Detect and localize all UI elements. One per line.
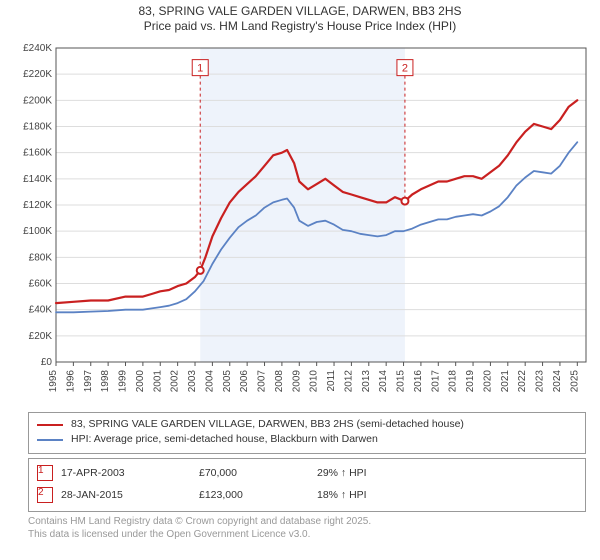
svg-text:2008: 2008 (274, 370, 285, 393)
svg-text:£240K: £240K (23, 43, 52, 54)
svg-text:£180K: £180K (23, 122, 52, 133)
transaction-row: 2 28-JAN-2015 £123,000 18% ↑ HPI (37, 487, 577, 503)
svg-text:£200K: £200K (23, 95, 52, 106)
svg-text:2021: 2021 (500, 370, 511, 393)
page-title-line1: 83, SPRING VALE GARDEN VILLAGE, DARWEN, … (0, 4, 600, 19)
svg-text:2017: 2017 (430, 370, 441, 393)
svg-text:2023: 2023 (535, 370, 546, 393)
transactions: 1 17-APR-2003 £70,000 29% ↑ HPI 2 28-JAN… (28, 458, 586, 512)
legend: 83, SPRING VALE GARDEN VILLAGE, DARWEN, … (28, 412, 586, 454)
svg-text:£100K: £100K (23, 226, 52, 237)
legend-item: 83, SPRING VALE GARDEN VILLAGE, DARWEN, … (37, 417, 577, 432)
svg-text:£20K: £20K (29, 331, 53, 342)
legend-swatch (37, 424, 63, 426)
svg-text:2014: 2014 (378, 370, 389, 393)
svg-text:2025: 2025 (569, 370, 580, 393)
svg-text:£60K: £60K (29, 279, 53, 290)
transaction-marker-icon: 2 (37, 487, 53, 503)
svg-text:2020: 2020 (482, 370, 493, 393)
svg-text:2012: 2012 (343, 370, 354, 393)
svg-text:2007: 2007 (257, 370, 268, 393)
svg-text:2009: 2009 (291, 370, 302, 393)
svg-text:£140K: £140K (23, 174, 52, 185)
svg-text:2005: 2005 (222, 370, 233, 393)
svg-text:2024: 2024 (552, 370, 563, 393)
svg-text:2016: 2016 (413, 370, 424, 393)
svg-text:1999: 1999 (118, 370, 129, 393)
transaction-price: £70,000 (199, 467, 309, 479)
svg-text:£220K: £220K (23, 69, 52, 80)
svg-text:2015: 2015 (396, 370, 407, 393)
svg-text:1997: 1997 (83, 370, 94, 393)
attribution: Contains HM Land Registry data © Crown c… (28, 516, 371, 541)
transaction-marker-icon: 1 (37, 465, 53, 481)
transaction-price: £123,000 (199, 489, 309, 501)
svg-text:2022: 2022 (517, 370, 528, 393)
svg-text:1995: 1995 (48, 370, 59, 393)
svg-text:2000: 2000 (135, 370, 146, 393)
legend-label: 83, SPRING VALE GARDEN VILLAGE, DARWEN, … (71, 417, 464, 432)
svg-text:2010: 2010 (309, 370, 320, 393)
price-chart: £0 £20K £40K £60K £80K £100K £120K £140K £160K £1… (8, 42, 592, 402)
transaction-row: 1 17-APR-2003 £70,000 29% ↑ HPI (37, 465, 577, 481)
svg-text:1996: 1996 (65, 370, 76, 393)
svg-text:£160K: £160K (23, 148, 52, 159)
transaction-date: 28-JAN-2015 (61, 489, 191, 501)
svg-text:2018: 2018 (448, 370, 459, 393)
svg-text:2002: 2002 (170, 370, 181, 393)
svg-text:1: 1 (197, 63, 203, 75)
svg-text:2013: 2013 (361, 370, 372, 393)
svg-text:£40K: £40K (29, 305, 53, 316)
svg-text:£80K: £80K (29, 252, 53, 263)
legend-swatch (37, 439, 63, 441)
legend-item: HPI: Average price, semi-detached house,… (37, 432, 577, 447)
legend-label: HPI: Average price, semi-detached house,… (71, 432, 378, 447)
svg-text:2004: 2004 (204, 370, 215, 393)
svg-text:1998: 1998 (100, 370, 111, 393)
svg-text:2: 2 (402, 63, 408, 75)
svg-text:2006: 2006 (239, 370, 250, 393)
svg-text:£120K: £120K (23, 200, 52, 211)
svg-text:2003: 2003 (187, 370, 198, 393)
page-title-line2: Price paid vs. HM Land Registry's House … (0, 19, 600, 34)
attribution-line: This data is licensed under the Open Gov… (28, 529, 371, 542)
transaction-date: 17-APR-2003 (61, 467, 191, 479)
svg-text:2019: 2019 (465, 370, 476, 393)
svg-text:2001: 2001 (152, 370, 163, 393)
transaction-delta: 18% ↑ HPI (317, 489, 367, 501)
svg-text:£0: £0 (41, 357, 53, 368)
svg-text:2011: 2011 (326, 370, 337, 392)
transaction-delta: 29% ↑ HPI (317, 467, 367, 479)
attribution-line: Contains HM Land Registry data © Crown c… (28, 516, 371, 529)
